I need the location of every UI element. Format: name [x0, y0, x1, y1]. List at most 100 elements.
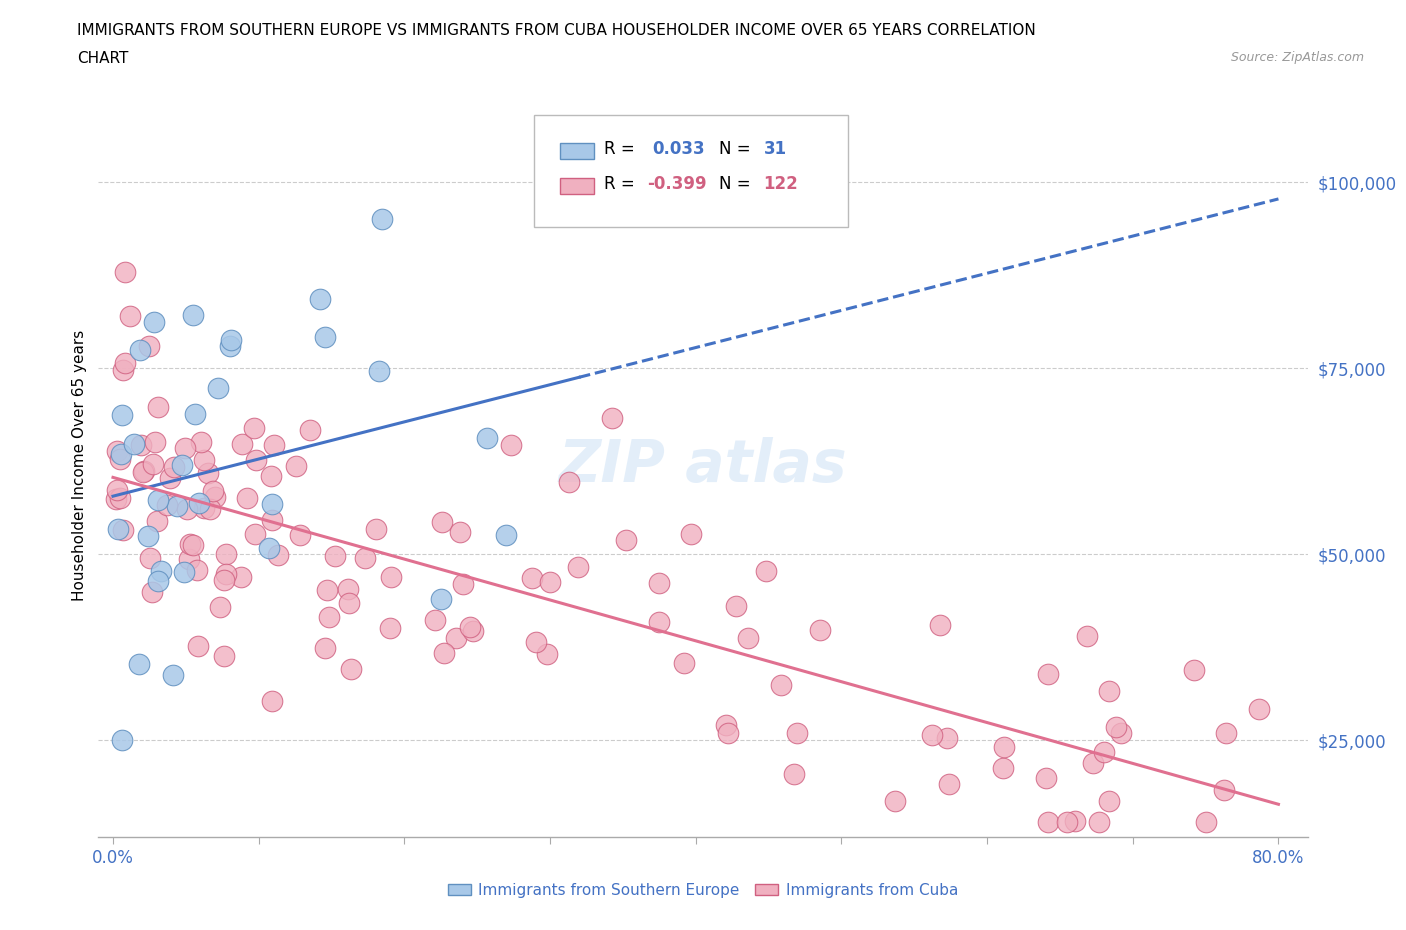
Point [243, 526, 266, 541]
FancyBboxPatch shape [561, 142, 595, 159]
Point [129, 438, 152, 453]
Point [179, 537, 201, 551]
Point [993, 761, 1015, 776]
Point [368, 364, 391, 379]
Point [108, 491, 131, 506]
FancyBboxPatch shape [534, 115, 848, 227]
Point [215, 567, 238, 582]
Point [755, 564, 778, 578]
Point [935, 731, 957, 746]
Point [174, 441, 197, 456]
Point [198, 501, 221, 516]
Point [1215, 725, 1237, 740]
Point [921, 727, 943, 742]
Point [648, 615, 671, 630]
Point [145, 513, 167, 528]
Point [114, 264, 136, 279]
Point [1182, 663, 1205, 678]
Text: -0.399: -0.399 [647, 175, 707, 193]
Point [181, 538, 204, 552]
Point [143, 314, 166, 329]
Point [1076, 629, 1098, 644]
Point [315, 582, 337, 597]
FancyBboxPatch shape [561, 178, 595, 194]
Point [1212, 783, 1234, 798]
Text: Source: ZipAtlas.com: Source: ZipAtlas.com [1230, 51, 1364, 64]
Point [105, 483, 128, 498]
Point [145, 434, 167, 449]
Point [148, 400, 170, 415]
Point [451, 577, 474, 591]
Point [132, 463, 155, 478]
Point [1083, 756, 1105, 771]
Text: 31: 31 [763, 140, 786, 158]
Point [183, 406, 205, 421]
Point [600, 410, 623, 425]
Point [202, 484, 225, 498]
Point [263, 438, 285, 453]
Point [1036, 667, 1059, 682]
Text: 122: 122 [763, 175, 799, 193]
Point [242, 421, 264, 436]
Point [724, 598, 747, 613]
Point [108, 452, 131, 467]
Point [129, 343, 152, 358]
Text: N =: N = [718, 140, 755, 158]
Point [1056, 815, 1078, 830]
Y-axis label: Householder Income Over 65 years: Householder Income Over 65 years [72, 329, 87, 601]
Point [353, 551, 375, 565]
Point [112, 363, 135, 378]
Point [340, 661, 363, 676]
Point [371, 212, 394, 227]
Point [120, 309, 142, 324]
Point [193, 500, 215, 515]
Point [190, 434, 212, 449]
Point [1249, 701, 1271, 716]
Point [425, 612, 447, 627]
Point [136, 528, 159, 543]
Point [717, 725, 740, 740]
Point [148, 573, 170, 588]
Point [323, 549, 346, 564]
Point [444, 631, 467, 645]
Point [170, 458, 193, 472]
Point [339, 595, 361, 610]
Point [163, 459, 186, 474]
Point [499, 438, 522, 453]
Point [105, 444, 128, 458]
Point [526, 634, 548, 649]
Legend: Immigrants from Southern Europe, Immigrants from Cuba: Immigrants from Southern Europe, Immigra… [441, 877, 965, 904]
Point [262, 694, 284, 709]
Point [212, 573, 235, 588]
Text: R =: R = [603, 175, 640, 193]
Point [1098, 793, 1121, 808]
Point [567, 559, 589, 574]
Point [1036, 815, 1059, 830]
Point [139, 551, 162, 565]
Point [460, 619, 482, 634]
Point [187, 639, 209, 654]
Point [1104, 720, 1126, 735]
Point [378, 621, 401, 636]
Point [449, 525, 471, 539]
Point [314, 640, 336, 655]
Point [176, 502, 198, 517]
Point [1195, 815, 1218, 830]
Point [647, 576, 669, 591]
Point [314, 330, 336, 345]
Point [786, 726, 808, 741]
Point [111, 733, 134, 748]
Point [260, 469, 283, 484]
Point [1063, 814, 1085, 829]
Point [173, 565, 195, 579]
Point [193, 452, 215, 467]
Point [209, 600, 232, 615]
Point [245, 452, 267, 467]
Point [783, 766, 806, 781]
Point [128, 656, 150, 671]
Text: IMMIGRANTS FROM SOUTHERN EUROPE VS IMMIGRANTS FROM CUBA HOUSEHOLDER INCOME OVER : IMMIGRANTS FROM SOUTHERN EUROPE VS IMMIG… [77, 23, 1036, 38]
Point [769, 678, 792, 693]
Point [290, 527, 312, 542]
Point [1109, 725, 1132, 740]
Text: CHART: CHART [77, 51, 129, 66]
